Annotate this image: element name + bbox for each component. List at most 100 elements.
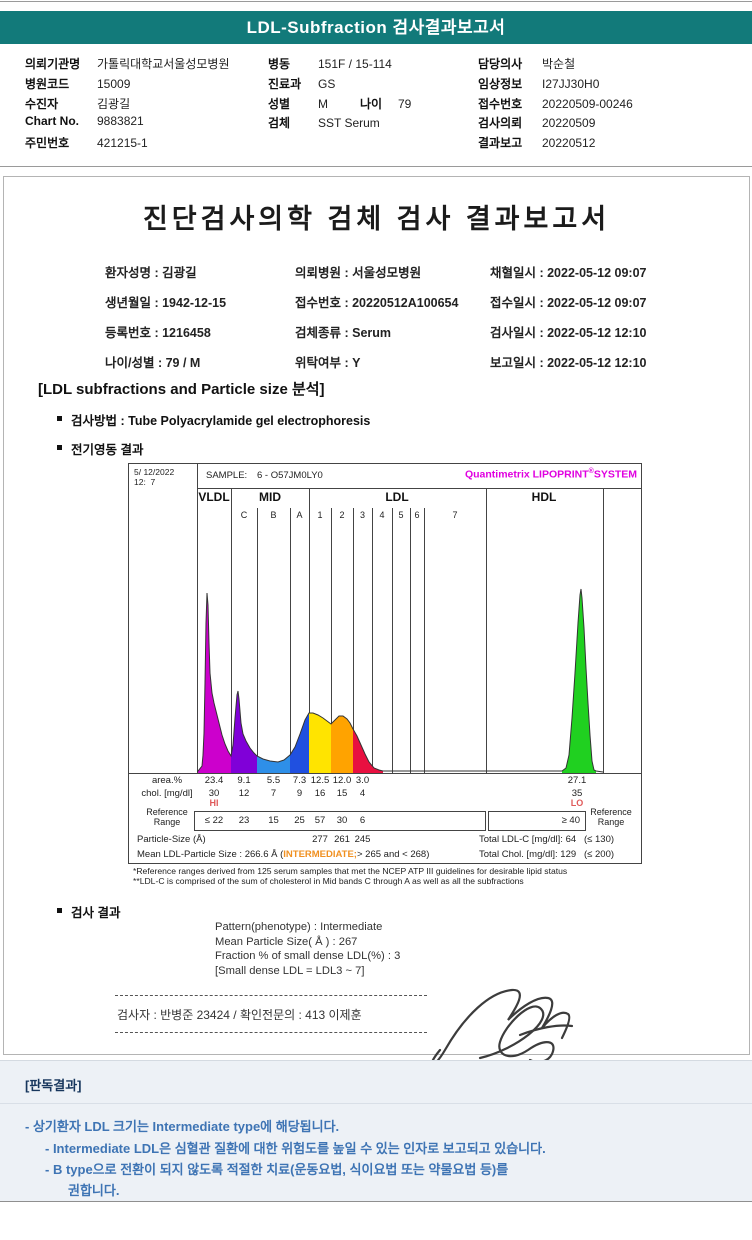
chol-value: 9 [296, 788, 303, 799]
patient-info-cell: 접수번호 : 20220512A100654 [295, 296, 459, 310]
info-value: 김광길 [97, 97, 131, 111]
total-ldl-c-ref: (≤ 130) [584, 834, 615, 845]
high-flag: HI [209, 798, 219, 808]
patient-info-cell: 채혈일시 : 2022-05-12 09:07 [490, 266, 647, 280]
info-row: 수진자 김광길 [25, 95, 130, 112]
chart-region-line [424, 508, 425, 773]
subfraction-label: A [296, 510, 303, 520]
info-value: 20220509 [542, 116, 596, 130]
area-value: 7.3 [292, 775, 307, 786]
info-value: 151F / 15-114 [318, 57, 392, 71]
area-value: 12.5 [310, 775, 330, 786]
info-label: 결과보고 [478, 136, 523, 150]
reference-value: 15 [268, 815, 279, 826]
area-value: 5.5 [266, 775, 281, 786]
interpretation-section: [판독결과] - 상기환자 LDL 크기는 Intermediate type에… [0, 1060, 752, 1202]
chart-baseline [129, 773, 641, 774]
section-title: [LDL subfractions and Particle size 분석] [38, 381, 325, 398]
info-label: 검체 [268, 116, 291, 130]
chart-region-line [372, 508, 373, 773]
band-label-vldl: VLDL [198, 490, 230, 504]
info-label: 진료과 [268, 77, 302, 91]
chol-value: 35 [571, 788, 583, 799]
subfraction-label: B [270, 510, 277, 520]
mean-particle-size-line: Mean LDL-Particle Size : 266.6 Å (INTERM… [137, 849, 429, 860]
particle-size-value: 277 [312, 834, 328, 845]
examiner-line: 검사자 : 반병준 23424 / 확인전문의 : 413 이제훈 [117, 1008, 362, 1022]
footnote-1: *Reference ranges derived from 125 serum… [133, 866, 568, 876]
patient-info-cell: 검체종류 : Serum [295, 326, 392, 340]
info-label: 임상정보 [478, 77, 523, 91]
top-divider [0, 1, 752, 2]
lipoprint-system-suffix: SYSTEM [593, 468, 637, 481]
hdl-reference-value: ≥ 40 [561, 815, 580, 826]
total-chol-ref: (≤ 200) [584, 849, 615, 860]
hdl-reference-box [488, 811, 586, 831]
info-row: Chart No. 9883821 [25, 114, 144, 128]
reference-value: ≤ 22 [204, 815, 224, 826]
info-value: 20220512 [542, 136, 596, 150]
section-divider [0, 166, 752, 167]
chart-datetime: 5/ 12/2022 12: 7 [134, 467, 175, 487]
patient-info-cell: 나이/성별 : 79 / M [105, 356, 201, 370]
particle-size-value: 261 [334, 834, 350, 845]
registered-mark-icon: ® [588, 468, 594, 475]
info-label: 접수번호 [478, 97, 523, 111]
info-row: 담당의사 박순철 [478, 55, 575, 72]
result-line: [Small dense LDL = LDL3 ~ 7] [215, 964, 365, 977]
reference-value: 23 [238, 815, 250, 826]
patient-info-cell: 등록번호 : 1216458 [105, 326, 211, 340]
chart-region-line [257, 508, 258, 773]
info-value: 79 [398, 97, 412, 111]
reference-value: 25 [294, 815, 305, 826]
band-label-mid: MID [259, 490, 281, 504]
electrophoresis-line: 전기영동 결과 [71, 443, 144, 457]
bullet-square-icon [57, 908, 62, 913]
subfraction-label: 1 [317, 510, 323, 520]
info-value: 9883821 [97, 114, 144, 128]
examiner-block: 검사자 : 반병준 23424 / 확인전문의 : 413 이제훈 [115, 995, 427, 1033]
info-value: GS [318, 77, 336, 91]
reference-value: 30 [336, 815, 348, 826]
info-row: 결과보고 20220512 [478, 134, 595, 151]
area-row-label: area.% [151, 775, 183, 786]
patient-info-cell: 생년월일 : 1942-12-15 [105, 296, 227, 310]
sample-id: 6 - O57JM0LY0 [257, 470, 323, 481]
chart-region-line [392, 508, 393, 773]
info-row: 검체 SST Serum [268, 114, 380, 131]
info-label: 병동 [268, 57, 291, 71]
peak-ldl3 [353, 729, 383, 773]
info-value: I27JJ30H0 [542, 77, 600, 91]
report-header-bar: LDL-Subfraction 검사결과보고서 [0, 11, 752, 44]
electrophoresis-curve [197, 588, 603, 773]
chart-region-line [603, 488, 604, 773]
result-line: Fraction % of small dense LDL(%) : 3 [215, 950, 401, 962]
info-label: 주민번호 [25, 136, 70, 150]
patient-info-cell: 접수일시 : 2022-05-12 09:07 [490, 296, 647, 310]
interpretation-line: 권합니다. [68, 1183, 120, 1198]
chol-row-label: chol. [mg/dl] [141, 788, 193, 799]
info-value: 20220509-00246 [542, 97, 633, 111]
subfraction-label: 4 [379, 510, 385, 520]
peak-ldl1 [309, 713, 331, 773]
lipoprint-system-logo: Quantimetrix LIPOPRINT®SYSTEM [465, 468, 637, 481]
lipoprint-chart: 5/ 12/2022 12: 7 SAMPLE: 6 - O57JM0LY0 Q… [128, 463, 642, 864]
band-label-ldl: LDL [385, 490, 409, 504]
reference-value: 57 [314, 815, 326, 826]
result-line: Pattern(phenotype) : Intermediate [215, 921, 383, 933]
chart-region-line [486, 488, 487, 773]
chart-header-line [197, 488, 641, 489]
mean-particle-part: Mean LDL-Particle Size : 266.6 Å ( [137, 849, 284, 860]
interpretation-line: - 상기환자 LDL 크기는 Intermediate type에 해당됩니다. [25, 1119, 340, 1134]
info-value: 가톨릭대학교서울성모병원 [97, 57, 230, 71]
mean-particle-part: INTERMEDIATE; [283, 849, 357, 860]
lipoprint-system-name: Quantimetrix LIPOPRINT [464, 468, 589, 481]
info-label: 나이 [360, 97, 383, 111]
area-value: 9.1 [237, 775, 251, 786]
chart-region-line [290, 508, 291, 773]
chol-value: 7 [270, 788, 277, 799]
chart-region-line [197, 464, 198, 773]
doctor-signature [430, 988, 574, 1067]
info-label: 병원코드 [25, 77, 70, 91]
